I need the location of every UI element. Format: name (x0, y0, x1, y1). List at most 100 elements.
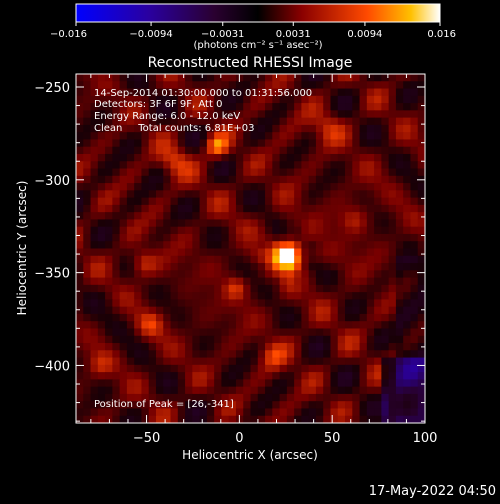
heatmap-cell (265, 175, 273, 184)
heatmap-cell (126, 277, 135, 286)
heatmap-cell (148, 146, 157, 155)
heatmap-cell (315, 132, 324, 141)
heatmap-cell (228, 124, 237, 133)
heatmap-cell (337, 364, 346, 373)
heatmap-cell (126, 117, 135, 126)
heatmap-cell (359, 270, 368, 279)
heatmap-cell (330, 386, 339, 395)
heatmap-cell (185, 255, 193, 264)
heatmap-cell (76, 81, 84, 90)
heatmap-cell (337, 95, 346, 104)
heatmap-cell (221, 255, 230, 264)
heatmap-cell (366, 364, 375, 373)
heatmap-cell (97, 277, 106, 286)
heatmap-cell (395, 204, 404, 213)
heatmap-cell (148, 328, 157, 337)
heatmap-cell (381, 263, 390, 271)
heatmap-cell (279, 372, 288, 380)
heatmap-cell (177, 168, 186, 177)
heatmap-cell (221, 270, 230, 279)
heatmap-cell (315, 306, 324, 315)
heatmap-cell (337, 248, 346, 257)
heatmap-cell (185, 103, 193, 111)
heatmap-cell (126, 132, 135, 141)
heatmap-cell (395, 95, 404, 104)
heatmap-cell (214, 270, 223, 279)
heatmap-cell (395, 401, 404, 410)
heatmap-cell (330, 415, 339, 423)
heatmap-cell (170, 168, 179, 177)
heatmap-cell (243, 401, 252, 410)
heatmap-cell (345, 357, 353, 366)
heatmap-cell (228, 255, 237, 264)
heatmap-cell (352, 255, 361, 264)
heatmap-cell (163, 357, 172, 366)
heatmap-cell (83, 299, 92, 308)
heatmap-cell (286, 357, 295, 366)
colorbar-ticks: −0.016 −0.0094 −0.0031 0.0031 0.0094 0.016 (50, 22, 456, 40)
heatmap-cell (199, 204, 208, 213)
heatmap-cell (294, 321, 302, 330)
heatmap-cell (97, 219, 106, 228)
heatmap-cell (366, 379, 375, 388)
heatmap-cell (206, 183, 215, 191)
heatmap-cell (90, 357, 99, 366)
heatmap-cell (417, 401, 425, 410)
heatmap-cell (76, 350, 84, 359)
heatmap-cell (286, 117, 295, 126)
heatmap-cell (112, 241, 121, 250)
heatmap-cell (272, 386, 281, 395)
heatmap-cell (97, 124, 106, 133)
heatmap-cell (374, 335, 382, 344)
heatmap-cell (337, 124, 346, 133)
heatmap-cell (337, 139, 346, 148)
heatmap-cell (359, 284, 368, 293)
heatmap-cell (301, 386, 310, 395)
heatmap-cell (315, 292, 324, 300)
heatmap-cell (374, 197, 382, 206)
heatmap-cell (315, 153, 324, 162)
heatmap-cell (97, 328, 106, 337)
heatmap-cell (112, 124, 121, 133)
heatmap-cell (323, 306, 332, 315)
heatmap-cell (359, 219, 368, 228)
heatmap-cell (272, 204, 281, 213)
heatmap-cell (301, 124, 310, 133)
heatmap-cell (177, 357, 186, 366)
heatmap-cell (323, 139, 332, 148)
heatmap-cell (243, 386, 252, 395)
heatmap-cell (301, 132, 310, 141)
heatmap-cell (141, 386, 150, 395)
heatmap-cell (272, 212, 281, 221)
heatmap-cell (395, 226, 404, 235)
heatmap-cell (163, 183, 172, 191)
heatmap-cell (199, 161, 208, 170)
heatmap-cell (257, 306, 266, 315)
heatmap-cell (257, 270, 266, 279)
heatmap-cell (126, 81, 135, 90)
heatmap-cell (76, 379, 84, 388)
heatmap-cell (272, 175, 281, 184)
heatmap-cell (206, 146, 215, 155)
heatmap-cell (148, 277, 157, 286)
heatmap-cell (301, 168, 310, 177)
heatmap-cell (403, 292, 412, 300)
heatmap-cell (141, 299, 150, 308)
heatmap-cell (141, 379, 150, 388)
heatmap-cell (206, 95, 215, 104)
heatmap-cell (330, 190, 339, 199)
heatmap-cell (97, 306, 106, 315)
heatmap-cell (359, 255, 368, 264)
heatmap-cell (228, 263, 237, 271)
heatmap-cell (279, 175, 288, 184)
heatmap-cell (243, 168, 252, 177)
heatmap-cell (352, 277, 361, 286)
heatmap-cell (388, 124, 397, 133)
heatmap-cell (359, 306, 368, 315)
heatmap-cell (134, 103, 143, 111)
annotation-total-counts: Clean Total counts: 6.81E+03 (94, 123, 254, 134)
heatmap-cell (228, 183, 237, 191)
x-tick-label: 50 (324, 431, 341, 446)
heatmap-cell (417, 103, 425, 111)
heatmap-cell (76, 299, 84, 308)
